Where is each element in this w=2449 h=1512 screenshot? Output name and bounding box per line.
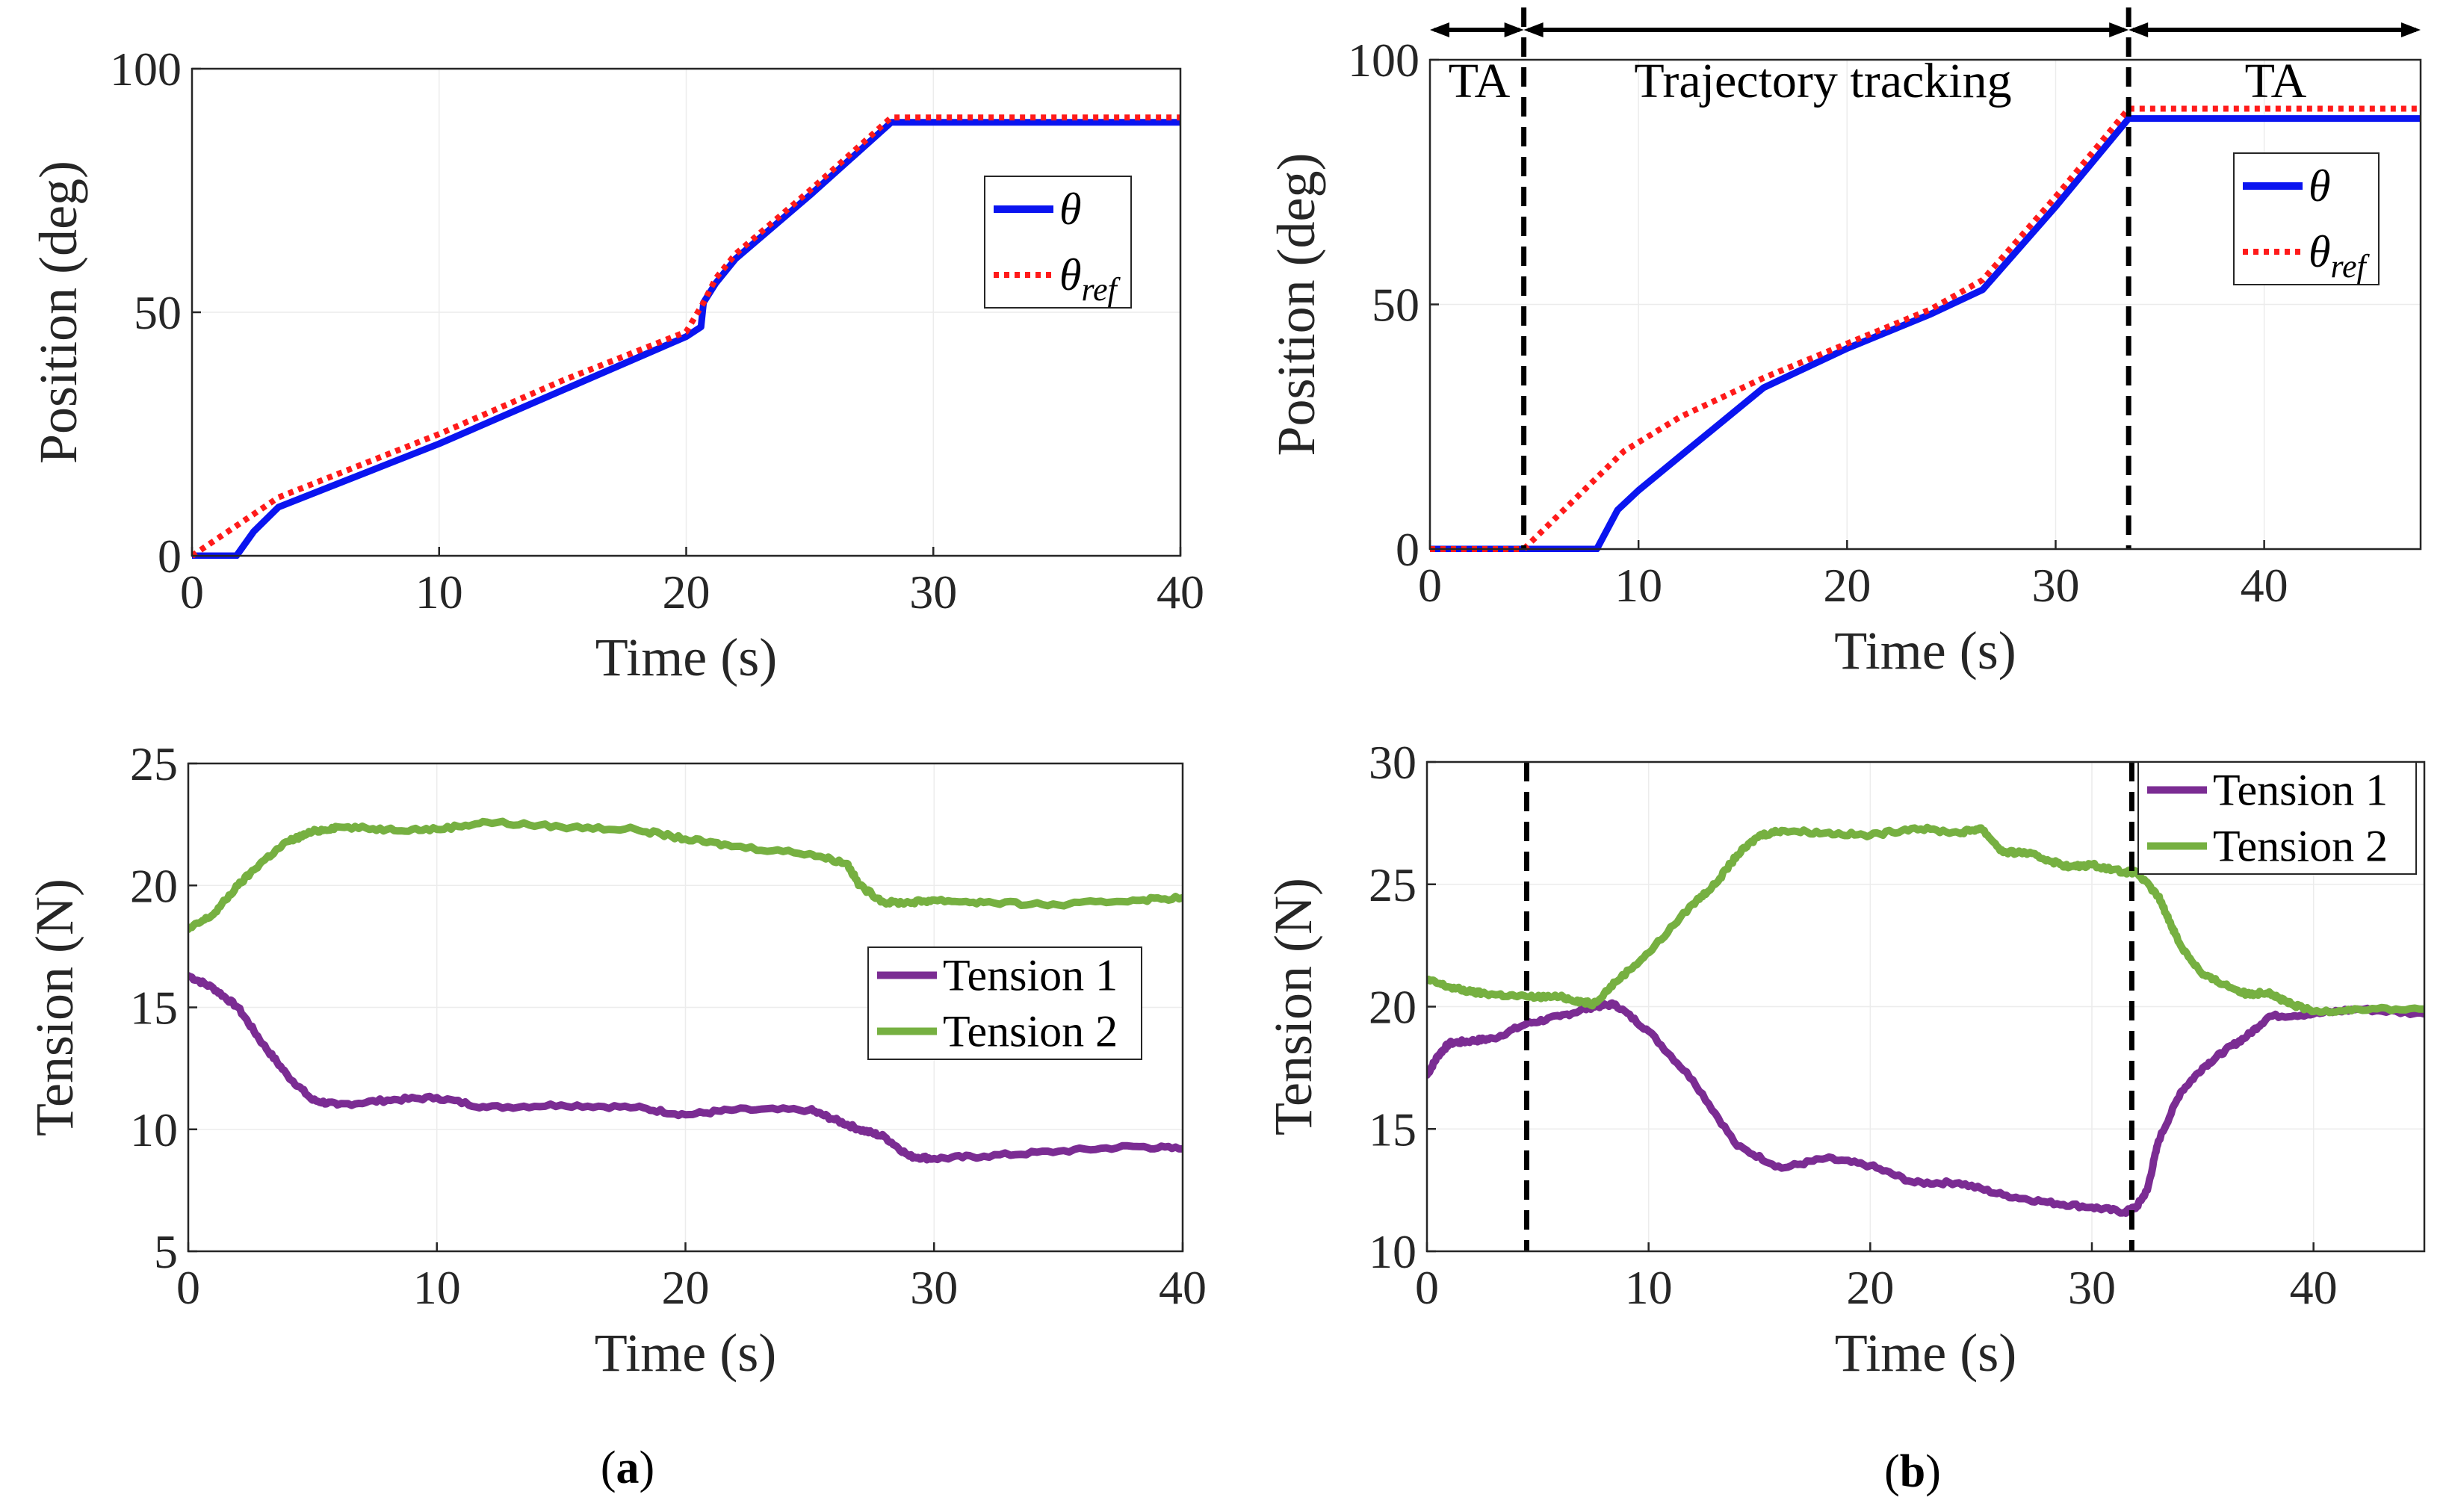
b-position-y-axis-label: Position (deg) [1266,153,1326,456]
a-tension-series-tension-1 [188,972,1183,1164]
panel-label-b: (b) [1884,1446,1941,1497]
b-tension-y-tick-label: 15 [1369,1103,1417,1156]
b-position-data-group [1430,105,2421,552]
a-tension-x-tick-label: 0 [176,1261,200,1314]
a-position-y-axis-label: Position (deg) [28,161,88,464]
b-position-plot-frame [1428,58,2422,551]
a-position-x-axis-label: Time (s) [595,628,777,687]
b-tension-x-tick-label: 20 [1846,1261,1894,1314]
b-position-series-- [1430,115,2421,552]
b-tension-x-axis-label: Time (s) [1835,1323,2016,1383]
a-tension-y-tick-label: 25 [130,737,178,790]
a-tension-x-tick-label: 10 [413,1261,461,1314]
a-position-x-tick-label: 0 [180,566,204,619]
b-position-phase-arrowhead-left-0 [1430,22,1449,37]
b-position-x-tick-label: 20 [1823,559,1871,612]
a-position-plot-frame [191,67,1182,557]
a-position-legend-label-0: θ [1059,185,1081,234]
b-position-y-tick-label: 100 [1348,34,1419,87]
a-position-series-- [192,119,1180,559]
a-position-x-tick-label: 40 [1157,566,1204,619]
a-position-x-tick-label: 10 [415,566,463,619]
b-tension-x-tick-label: 0 [1415,1261,1439,1314]
b-position-y-tick-label: 50 [1372,279,1419,332]
b-position-phase-label-0: TA [1449,54,1511,108]
b-tension-series-tension-2 [1427,823,2424,1017]
b-tension-y-tick-label: 20 [1369,981,1417,1034]
b-position-legend-label-0: θ [2309,161,2330,211]
a-position-x-tick-label: 30 [909,566,957,619]
a-tension-x-tick-label: 20 [662,1261,710,1314]
b-position-phase-label-2: TA [2245,54,2307,108]
b-position-phase-arrowhead-right-0 [1504,22,1524,37]
b-tension-x-tick-label: 10 [1625,1261,1673,1314]
b-position-phase-arrowhead-left-2 [2128,22,2149,37]
b-position-phase-label-1: Trajectory tracking [1634,54,2011,108]
a-tension-y-tick-label: 10 [130,1103,178,1156]
b-position-legend-box [2233,152,2380,285]
a-tension-x-tick-label: 30 [910,1261,958,1314]
a-position-legend-subscript-1: ref [1081,271,1121,308]
b-position-phase-arrowhead-right-1 [2109,22,2129,37]
a-tension-y-tick-label: 5 [154,1225,178,1278]
a-tension-x-axis-label: Time (s) [595,1323,776,1383]
b-tension-y-tick-label: 25 [1369,858,1417,911]
b-tension-y-axis-label: Tension (N) [1263,878,1323,1135]
b-position-x-tick-label: 10 [1614,559,1662,612]
b-tension-legend-label-0: Tension 1 [2213,766,2388,815]
a-position-y-tick-label: 100 [110,43,182,96]
a-tension-data-group [188,817,1183,1164]
b-tension-x-tick-label: 30 [2068,1261,2116,1314]
b-position-x-tick-label: 40 [2241,559,2288,612]
b-position-phase-arrowhead-left-1 [1523,22,1544,37]
panel-label-a: (a) [601,1443,654,1493]
b-tension-y-tick-label: 30 [1369,736,1417,789]
a-position-x-tick-label: 20 [663,566,710,619]
b-position-phase-arrowhead-right-2 [2401,22,2421,37]
a-position-y-tick-label: 0 [158,530,182,583]
b-position-legend-subscript-1: ref [2330,248,2370,285]
b-position-x-axis-label: Time (s) [1834,621,2016,681]
a-tension-legend-label-1: Tension 2 [943,1007,1118,1056]
chart-a-tension: 0 10 20 30 40 5 10 15 20 25 Time (s) Tension (N) Ten… [25,737,1207,1383]
a-tension-series-tension-2 [188,817,1183,933]
a-tension-y-tick-label: 15 [130,982,178,1035]
b-position-series--ref [1430,105,2421,552]
b-position-x-tick-label: 0 [1418,559,1442,612]
b-tension-y-tick-label: 10 [1369,1225,1417,1278]
a-tension-legend-label-0: Tension 1 [943,951,1118,1000]
a-tension-y-axis-label: Tension (N) [25,879,84,1136]
b-tension-legend-box [2137,761,2417,875]
b-tension-plot-frame [1425,760,2426,1253]
a-tension-y-tick-label: 20 [130,859,178,912]
b-position-x-tick-label: 30 [2031,559,2079,612]
a-position-series--ref [192,114,1180,559]
b-tension-data-group [1427,823,2424,1217]
a-tension-legend-box [867,946,1142,1060]
b-tension-x-tick-label: 40 [2290,1261,2338,1314]
a-position-data-group [192,114,1180,559]
a-tension-plot-frame [187,762,1184,1253]
a-position-y-tick-label: 50 [134,286,182,339]
a-position-legend-box [984,176,1132,309]
chart-b-position: 0 10 20 30 40 0 50 100 Time (s) Position (deg) TA T… [1266,7,2422,681]
b-tension-legend-label-1: Tension 2 [2213,822,2388,871]
b-tension-series-tension-1 [1427,999,2424,1217]
a-tension-x-tick-label: 40 [1159,1261,1207,1314]
b-position-y-tick-label: 0 [1396,523,1419,576]
